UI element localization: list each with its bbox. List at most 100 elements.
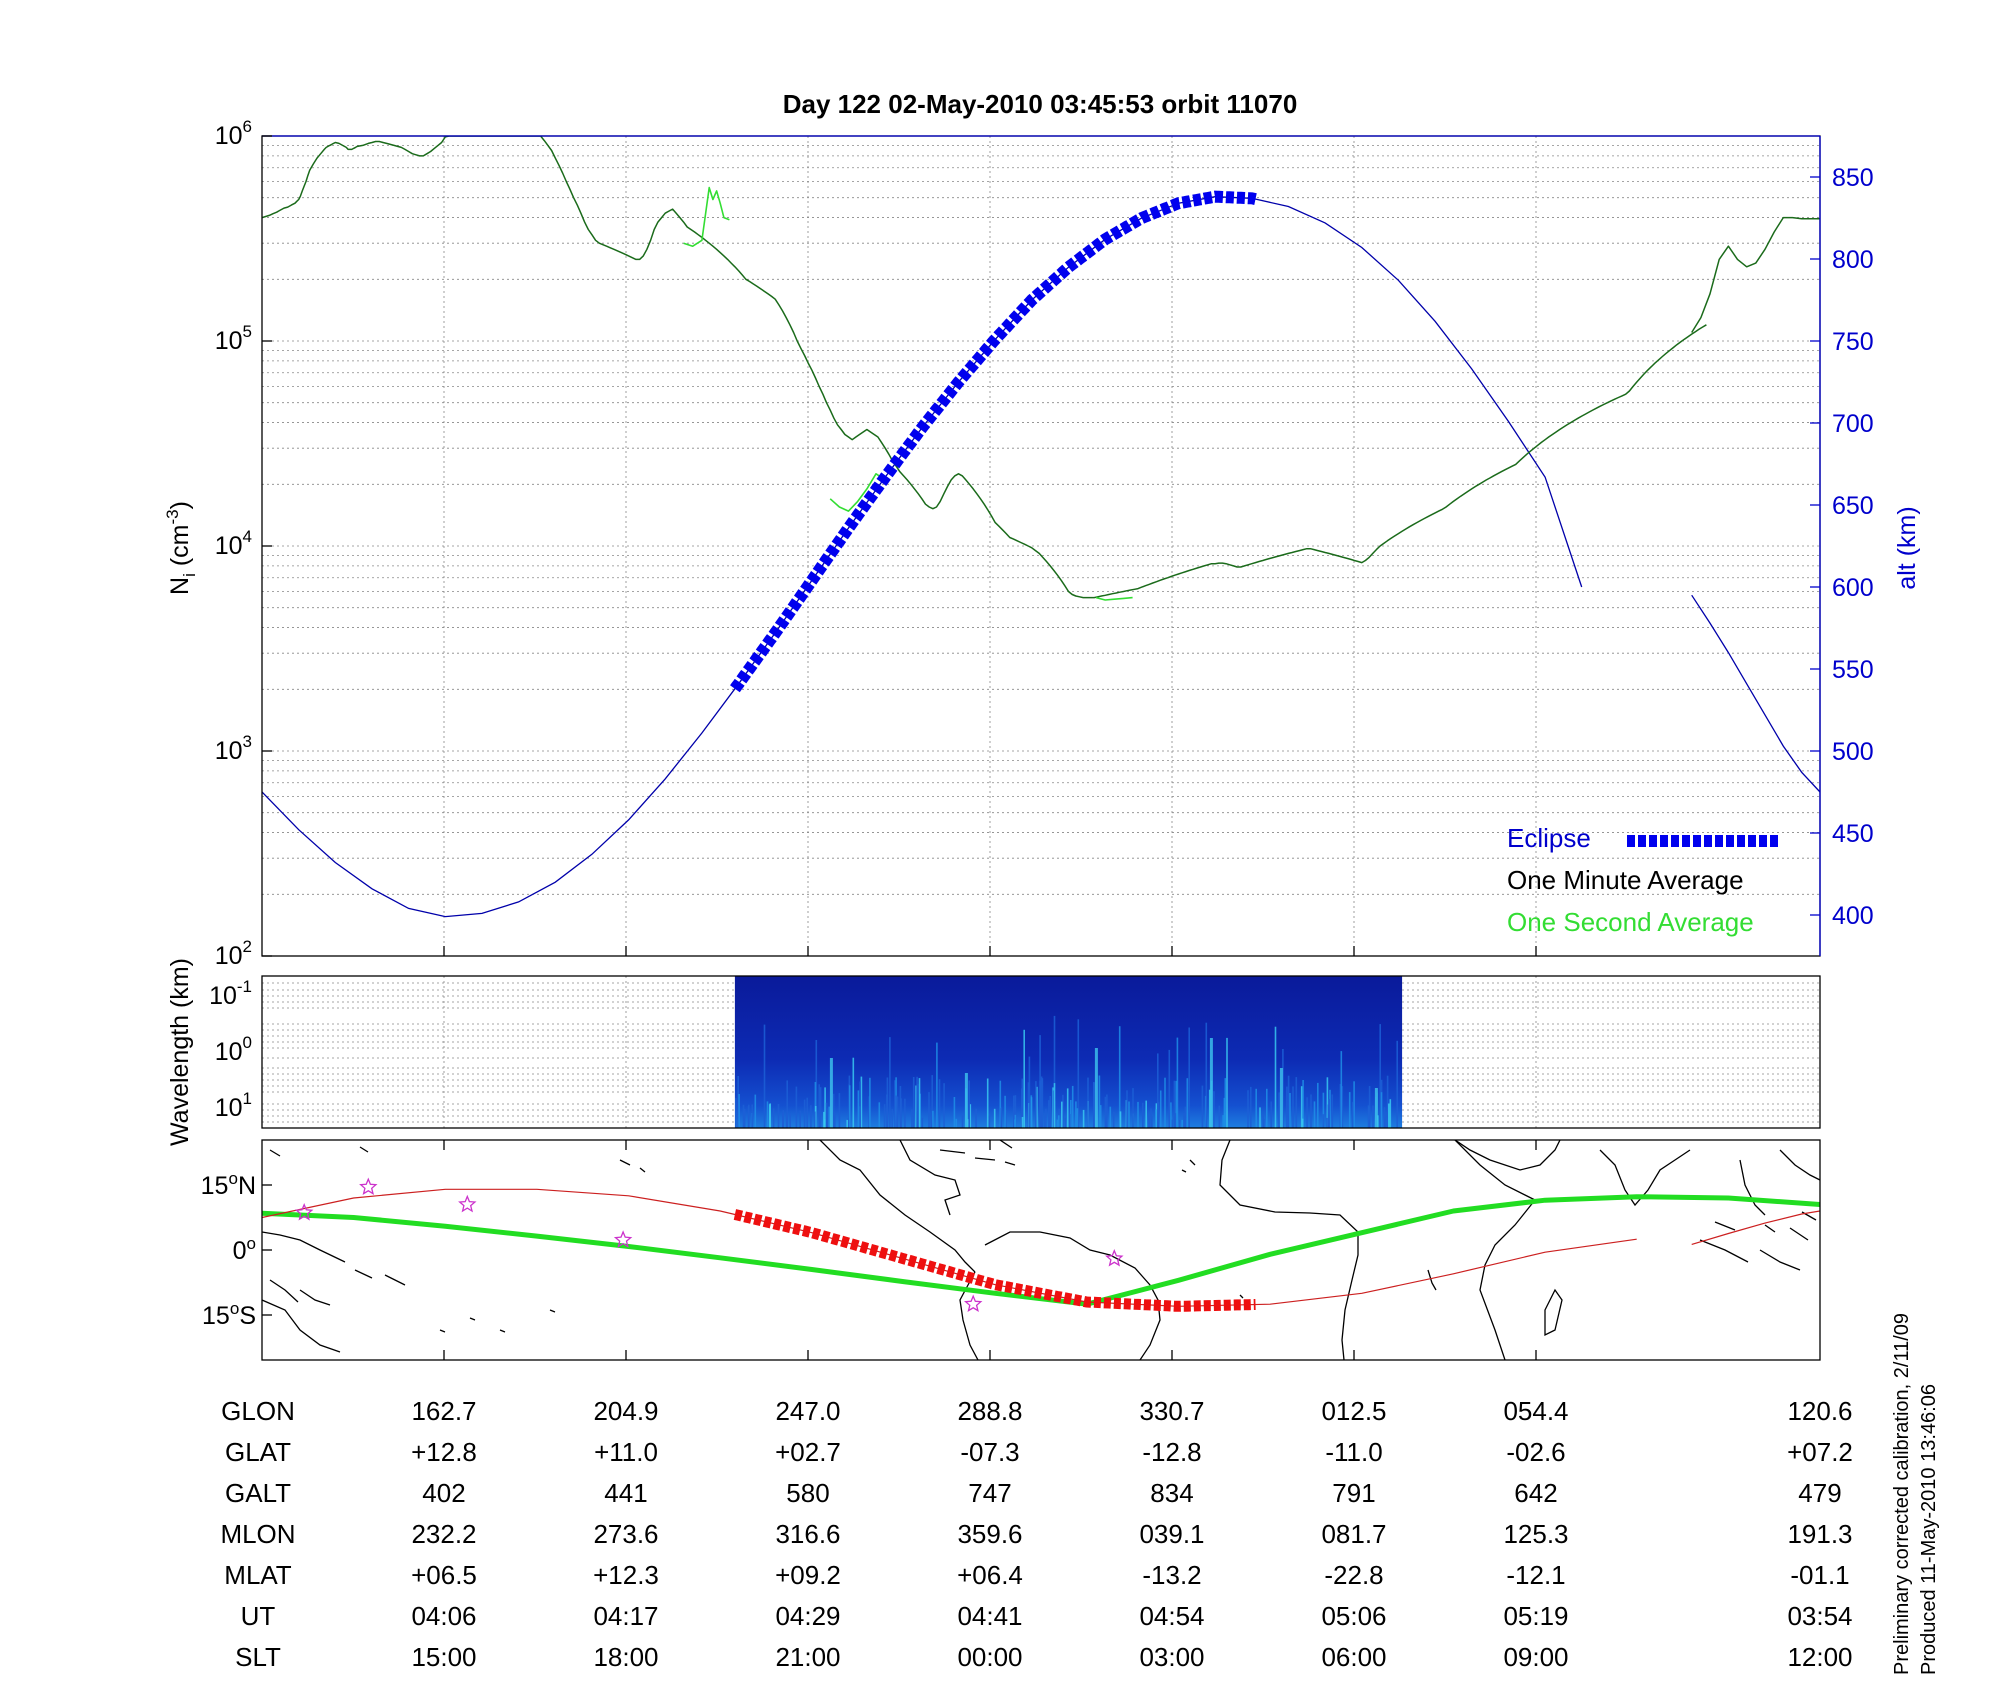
table-cell: 125.3	[1503, 1519, 1568, 1549]
y-tick-label: 104	[215, 527, 252, 560]
spectrogram-streak	[735, 1098, 737, 1128]
spectrogram-streak	[852, 1057, 855, 1128]
spectrogram-streak	[857, 1090, 860, 1128]
spectrogram-streak	[1310, 1094, 1312, 1128]
spectrogram-streak	[1056, 1119, 1059, 1128]
spectrogram-streak	[1222, 1115, 1224, 1128]
table-cell: 012.5	[1321, 1396, 1386, 1426]
spectrogram-streak	[1061, 1101, 1063, 1128]
spectrogram-streak	[1164, 1077, 1166, 1128]
spectrogram-streak	[953, 1097, 956, 1128]
y2-tick-label: 750	[1832, 328, 1874, 356]
spectrogram-streak	[743, 1109, 746, 1128]
orbit-info-table: GLON 162.7 204.9 247.0 288.8 330.7 012.5 054.4 1…	[220, 1396, 1852, 1672]
spectrogram-streak	[742, 1104, 745, 1128]
y-tick-label: 103	[215, 732, 252, 765]
spectrogram-streak	[1030, 1095, 1033, 1128]
spectrogram-streak	[969, 1104, 972, 1128]
spectrogram-streak	[826, 1108, 829, 1128]
footnote-produced: Produced 11-May-2010 13:46:06	[1918, 1384, 1940, 1675]
spectrogram-streak	[848, 1085, 851, 1128]
table-row-label: UT	[241, 1601, 276, 1631]
spectrogram-streak	[911, 1109, 913, 1128]
spectrogram-streak	[891, 1108, 893, 1128]
spectrogram-streak	[1171, 1119, 1174, 1128]
spectrogram-streak	[918, 1078, 921, 1128]
spectrogram-streak	[1250, 1086, 1252, 1128]
table-row-label: SLT	[235, 1642, 281, 1672]
table-cell: 00:00	[957, 1642, 1022, 1672]
legend-second-label: One Second Average	[1507, 907, 1754, 937]
table-cell: +06.4	[957, 1560, 1023, 1590]
spectrogram-streak	[824, 1087, 826, 1128]
altitude-line	[1691, 594, 1820, 793]
spectrogram-streak	[795, 1086, 798, 1128]
spectrogram-streak	[1287, 1075, 1290, 1128]
table-row-label: MLAT	[224, 1560, 292, 1590]
spectrogram-streak	[938, 1079, 941, 1128]
spectrogram-streak	[1348, 1092, 1351, 1128]
spectrogram-streak	[806, 1097, 808, 1128]
table-cell: 039.1	[1139, 1519, 1204, 1549]
magnetic-track-line	[262, 1194, 1820, 1307]
table-row-label: GALT	[225, 1478, 291, 1508]
spectrogram-streak	[1077, 1019, 1080, 1128]
table-cell: 054.4	[1503, 1396, 1568, 1426]
spectrogram-streak	[737, 1076, 739, 1128]
spectrogram-streak	[1341, 1086, 1344, 1128]
spectrogram-streak	[1106, 1094, 1108, 1128]
spectrogram-streak	[1379, 1024, 1381, 1128]
table-cell: +09.2	[775, 1560, 841, 1590]
density-second-line	[1095, 596, 1133, 601]
spectrogram-streak	[1389, 1099, 1392, 1128]
y-tick-label: 105	[215, 322, 252, 355]
spectrogram-streak	[1313, 1101, 1316, 1128]
table-cell: -12.8	[1142, 1437, 1201, 1467]
table-cell: 081.7	[1321, 1519, 1386, 1549]
spectrogram-frame	[261, 975, 1821, 1129]
table-cell: 04:06	[411, 1601, 476, 1631]
density-panel: 102 103 104 105 106 400 450 500 550 600 650 700 750…	[163, 117, 1921, 970]
spectrogram-streak	[1126, 1090, 1128, 1128]
spectrogram-streak	[993, 1108, 996, 1128]
table-cell: 21:00	[775, 1642, 840, 1672]
spectrogram-streak	[1380, 1092, 1383, 1128]
spectrogram-streak	[1118, 1026, 1121, 1128]
density-plot-area	[262, 136, 1820, 918]
table-cell: 04:54	[1139, 1601, 1204, 1631]
spectrogram-streak	[986, 1078, 989, 1128]
spectrogram-streak	[772, 1108, 775, 1128]
spectrogram-streak	[1093, 1082, 1095, 1128]
spectrogram-streak	[1013, 1095, 1015, 1128]
spectrogram-streak	[1213, 1091, 1215, 1128]
table-cell: 04:41	[957, 1601, 1022, 1631]
star-marker	[1105, 1248, 1124, 1267]
table-cell: +02.7	[775, 1437, 841, 1467]
spectrogram-streak	[766, 1101, 769, 1128]
y2-tick-label: 700	[1832, 410, 1874, 438]
caribbean-islands	[939, 1140, 1016, 1166]
altitude-line	[262, 196, 1583, 918]
map-y-tick-label: 15oN	[201, 1169, 256, 1200]
table-cell: +12.8	[411, 1437, 477, 1467]
table-cell: 359.6	[957, 1519, 1022, 1549]
spectrogram-streak	[883, 1104, 886, 1128]
spectrogram-streak	[1021, 1117, 1024, 1128]
y2-tick-label: 400	[1832, 902, 1874, 930]
spectrogram-streak	[1151, 1116, 1153, 1128]
spectrogram-y-tick-label: 101	[215, 1089, 252, 1122]
spectrogram-streak	[1076, 1108, 1079, 1128]
table-cell: 247.0	[775, 1396, 840, 1426]
spectrogram-streak	[1328, 1099, 1330, 1128]
spectrogram-streak	[1270, 1101, 1272, 1128]
spectrogram-streak	[1035, 1081, 1037, 1128]
legend-eclipse-label: Eclipse	[1507, 823, 1591, 853]
spectrogram-feature	[1279, 1068, 1283, 1128]
spectrogram-streak	[1112, 1111, 1115, 1128]
spectrogram-streak	[1255, 1088, 1257, 1128]
spectrogram-streak	[1282, 1049, 1284, 1128]
table-cell: 441	[604, 1478, 647, 1508]
spectrogram-streak	[814, 1111, 816, 1128]
density-minute-line	[1691, 216, 1820, 333]
spectrogram-streak	[1098, 1075, 1101, 1128]
